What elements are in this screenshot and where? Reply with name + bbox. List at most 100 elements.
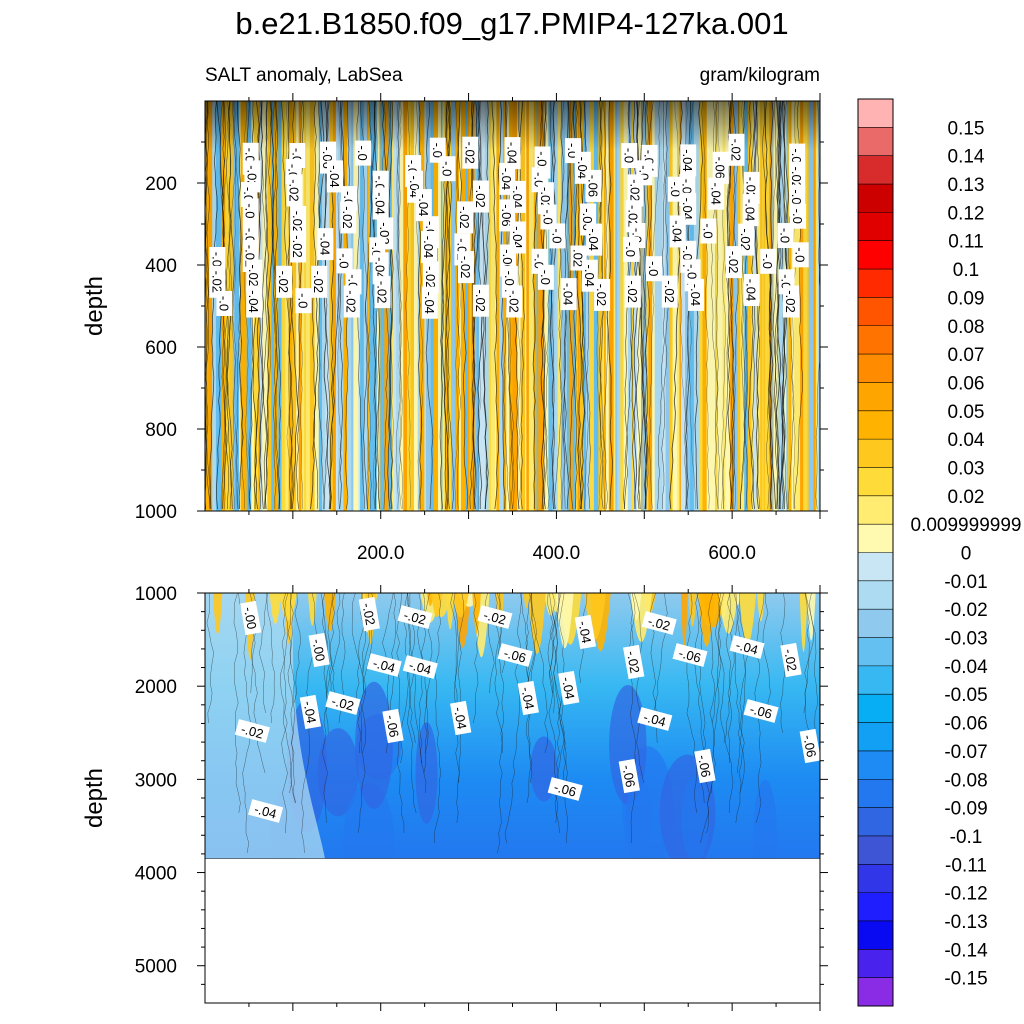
- colorbar-label: 0.1: [953, 260, 979, 281]
- svg-text:-.04: -.04: [407, 657, 433, 677]
- contour-label: -.02: [374, 276, 391, 309]
- x-axis-ticks: 200.0 400.0 600.0: [248, 93, 821, 1011]
- contour-label: -.0: [760, 248, 777, 274]
- contour-label: -.0: [792, 242, 809, 268]
- contour-label: -.0: [549, 223, 566, 249]
- svg-text:-.02: -.02: [330, 693, 356, 713]
- svg-text:-.04: -.04: [680, 149, 695, 171]
- contour-label: -.06: [618, 758, 640, 794]
- contour-label: -.02: [286, 174, 303, 207]
- contour-label: -.02: [246, 259, 263, 292]
- svg-text:-.04: -.04: [371, 655, 397, 675]
- chart-title: b.e21.B1850.f09_g17.PMIP4-127ka.001: [235, 6, 788, 41]
- contour-label: -.02: [358, 596, 380, 632]
- contour-label: -.04: [504, 137, 521, 170]
- colorbar-label: -0.01: [944, 572, 987, 593]
- lower-panel: -.00 -.02 -.02 -.02 -.04 -.02 -.00 -.04 -.04 -.06…: [135, 584, 828, 1004]
- svg-text:-.06: -.06: [695, 754, 714, 779]
- contour-label: -.0: [646, 256, 662, 282]
- colorbar-label: -0.14: [944, 940, 988, 961]
- colorbar-label: 0.05: [948, 402, 985, 423]
- colorbar-swatch: [858, 892, 893, 922]
- contour-label: -.0: [537, 264, 554, 290]
- upper-y-tick-label: 400: [145, 256, 177, 277]
- svg-text:-.02: -.02: [482, 607, 508, 627]
- svg-text:-.0: -.0: [243, 203, 258, 218]
- colorbar-label: 0.03: [948, 459, 985, 480]
- colorbar-label: -0.09: [944, 799, 987, 820]
- svg-text:-.04: -.04: [518, 686, 537, 711]
- svg-text:-.04: -.04: [670, 220, 685, 242]
- svg-text:-.06: -.06: [748, 701, 774, 721]
- contour-label: -.06: [799, 728, 820, 764]
- svg-text:-.02: -.02: [628, 179, 643, 201]
- contour-label: -.02: [290, 230, 307, 263]
- lower-y-tick-label: 2000: [135, 677, 177, 698]
- svg-text:-.00: -.00: [309, 638, 328, 663]
- svg-text:-.04: -.04: [422, 291, 437, 313]
- x-tick-label: 400.0: [533, 543, 581, 564]
- chart-subtitle-left: SALT anomaly, LabSea: [205, 65, 403, 86]
- svg-text:-.0: -.0: [216, 296, 231, 311]
- svg-text:-.02: -.02: [783, 290, 798, 312]
- contour-label: -.04: [574, 614, 597, 650]
- svg-text:-.04: -.04: [246, 290, 261, 312]
- svg-text:-.0: -.0: [778, 228, 793, 243]
- contour-label: -.04: [688, 278, 705, 311]
- svg-text:-.02: -.02: [246, 264, 261, 286]
- colorbar-label: -0.05: [944, 685, 987, 706]
- colorbar-label: -0.03: [944, 629, 987, 650]
- svg-text:-.04: -.04: [586, 228, 601, 250]
- contour-label: -.02: [738, 223, 755, 256]
- contour-label: -.0: [295, 288, 312, 314]
- colorbar-swatch: [858, 467, 893, 497]
- contour-label: -.04: [560, 278, 577, 311]
- upper-panel: -.02 -.0 -.06 -.0 -.0 -.02 -.04 -.0 -.0 -.02-.04-…: [135, 100, 828, 523]
- contour-label: -.0: [336, 248, 353, 274]
- svg-text:-.06: -.06: [677, 645, 703, 665]
- svg-text:-.00: -.00: [241, 606, 260, 631]
- contour-label: -.04: [415, 189, 432, 222]
- contour-label: -.0: [540, 204, 557, 230]
- svg-text:-.02: -.02: [744, 177, 759, 199]
- contour-label: -.02: [780, 642, 802, 678]
- contour-label: -.0: [790, 203, 806, 229]
- colorbar-label: 0.12: [948, 203, 985, 224]
- contour-label: -.0: [623, 236, 640, 262]
- colorbar-swatch: [858, 495, 893, 525]
- upper-field: -.02 -.0 -.06 -.0 -.0 -.02 -.04 -.0 -.0 -.02-.04-…: [205, 101, 820, 511]
- contour-label: -.0: [216, 291, 233, 316]
- colorbar-swatch: [858, 864, 893, 893]
- svg-text:-.04: -.04: [582, 264, 597, 286]
- contour-label: -.02: [457, 251, 474, 284]
- svg-text:-.06: -.06: [383, 714, 402, 739]
- svg-text:-.04: -.04: [680, 198, 695, 220]
- contour-label: -.02: [340, 201, 357, 234]
- contour-label: -.06: [694, 748, 716, 784]
- colorbar-label: -0.15: [944, 969, 987, 990]
- svg-text:-.06: -.06: [800, 734, 819, 759]
- colorbar-swatch: [858, 382, 893, 412]
- svg-text:-.02: -.02: [402, 607, 428, 627]
- lower-y-tick-label: 4000: [135, 864, 177, 885]
- svg-text:-.0: -.0: [760, 254, 775, 269]
- colorbar-swatch: [858, 637, 893, 667]
- contour-label: -.04: [680, 144, 697, 177]
- colorbar-label: -0.08: [944, 770, 987, 791]
- contour-label: -.02: [624, 275, 641, 308]
- lower-y-axis-label: depth: [81, 768, 108, 828]
- colorbar-label: 0.07: [948, 345, 985, 366]
- svg-text:-.04: -.04: [510, 226, 525, 248]
- x-tick-label: 200.0: [357, 543, 405, 564]
- svg-text:-.02: -.02: [462, 141, 477, 163]
- colorbar-swatch: [858, 524, 893, 553]
- svg-text:-.04: -.04: [576, 620, 595, 645]
- contour-label: -.0: [439, 156, 456, 182]
- contour-label: -.02: [422, 261, 439, 294]
- contour-label: -.04: [450, 700, 472, 736]
- svg-text:-.02: -.02: [781, 648, 800, 673]
- svg-text:-.04: -.04: [744, 279, 759, 301]
- contour-label: -.06: [712, 151, 729, 184]
- contour-label: -.04: [742, 194, 759, 227]
- colorbar-label: 0.04: [948, 430, 985, 451]
